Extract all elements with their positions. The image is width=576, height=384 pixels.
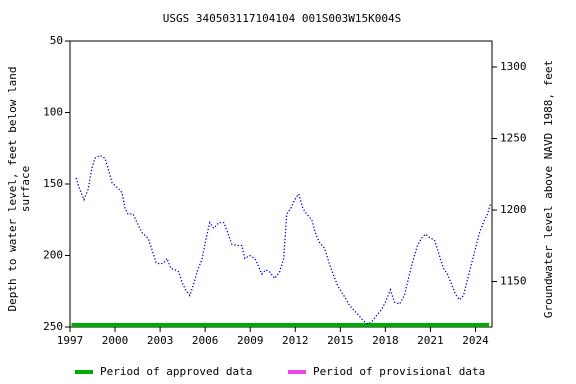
y-tick-label: 200 <box>43 249 63 262</box>
legend-label: Period of approved data <box>100 365 252 378</box>
x-tick-label: 2024 <box>462 334 489 347</box>
x-tick-label: 2012 <box>282 334 309 347</box>
x-tick-label: 2018 <box>372 334 399 347</box>
y-tick-label: 250 <box>43 320 63 333</box>
x-tick-label: 2006 <box>192 334 219 347</box>
y-tick-label: 100 <box>43 106 63 119</box>
legend-label: Period of provisional data <box>313 365 485 378</box>
x-tick-label: 2021 <box>417 334 444 347</box>
y2-tick-label: 1150 <box>500 275 527 288</box>
chart-title: USGS 340503117104104 001S003W15K004S <box>163 12 401 25</box>
x-tick-label: 1997 <box>57 334 84 347</box>
y-axis-label: Depth to water level, feet below land <box>6 66 19 311</box>
y2-tick-label: 1200 <box>500 203 527 216</box>
y-tick-label: 150 <box>43 177 63 190</box>
y-axis-label: surface <box>19 166 32 212</box>
y2-tick-label: 1250 <box>500 132 527 145</box>
x-tick-label: 2003 <box>147 334 174 347</box>
x-tick-label: 2015 <box>327 334 354 347</box>
x-tick-label: 2009 <box>237 334 264 347</box>
data-line <box>75 154 492 325</box>
y2-tick-label: 1300 <box>500 60 527 73</box>
y-tick-label: 50 <box>50 34 63 47</box>
x-tick-label: 2000 <box>102 334 129 347</box>
y2-axis-label: Groundwater level above NAVD 1988, feet <box>542 60 555 318</box>
plot-frame <box>69 40 493 328</box>
